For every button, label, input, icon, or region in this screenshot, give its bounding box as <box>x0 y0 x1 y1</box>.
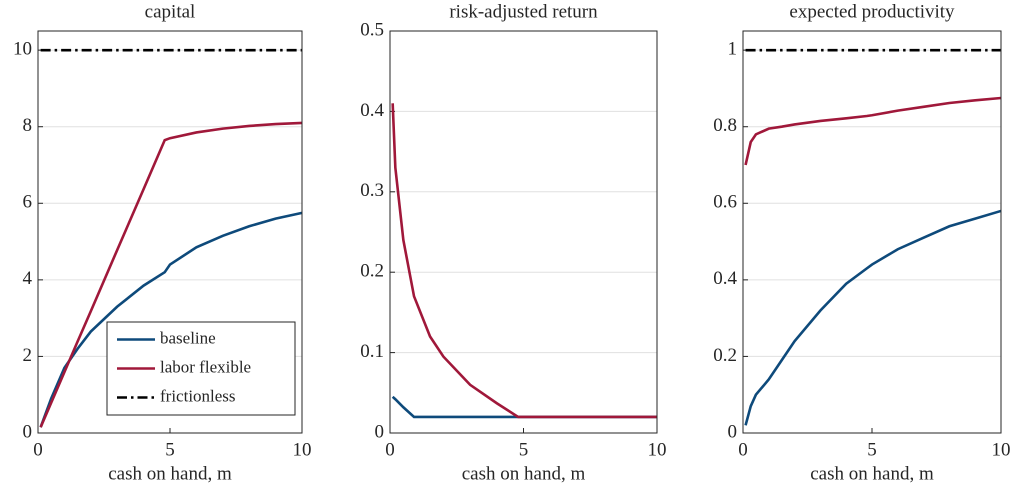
y-tick-label: 2 <box>23 345 33 366</box>
y-tick-label: 8 <box>23 115 33 136</box>
y-tick-label: 4 <box>23 268 33 289</box>
legend-label: frictionless <box>160 386 236 405</box>
chart-title: risk-adjusted return <box>449 1 598 22</box>
x-tick-label: 0 <box>385 439 395 460</box>
series-line <box>39 121 303 428</box>
legend-box <box>106 321 296 416</box>
chart-title: capital <box>145 1 196 22</box>
y-tick-label: 6 <box>23 192 33 213</box>
y-tick-label: 0 <box>375 421 385 442</box>
x-tick-label: 5 <box>519 439 529 460</box>
y-tick-label: 0.8 <box>713 115 737 136</box>
y-tick-label: 0 <box>23 421 33 442</box>
axes-box <box>37 30 303 434</box>
legend-label: baseline <box>160 328 216 347</box>
axes-box <box>742 30 1002 434</box>
y-tick-label: 0 <box>728 421 738 442</box>
y-tick-label: 10 <box>13 39 32 60</box>
chart-title: expected productivity <box>789 1 955 22</box>
axes-box <box>389 30 658 434</box>
series-line <box>744 209 1002 426</box>
x-axis-label: cash on hand, m <box>462 463 586 484</box>
y-tick-label: 0.2 <box>713 345 737 366</box>
series-line <box>391 395 657 419</box>
x-tick-label: 5 <box>165 439 175 460</box>
x-tick-label: 10 <box>992 439 1011 460</box>
y-tick-label: 0.6 <box>713 192 737 213</box>
y-tick-label: 1 <box>728 39 738 60</box>
y-tick-label: 0.2 <box>360 261 384 282</box>
y-tick-label: 0.3 <box>360 180 384 201</box>
x-axis-label: cash on hand, m <box>108 463 232 484</box>
x-tick-label: 5 <box>867 439 877 460</box>
x-tick-label: 10 <box>293 439 312 460</box>
series-line <box>391 103 657 419</box>
y-tick-label: 0.5 <box>360 19 384 40</box>
series-line <box>744 96 1002 166</box>
x-tick-label: 0 <box>738 439 748 460</box>
x-tick-label: 10 <box>648 439 667 460</box>
legend-label: labor flexible <box>160 357 251 376</box>
x-tick-label: 0 <box>33 439 43 460</box>
legend: baseline labor flexible frictionless <box>106 321 296 416</box>
y-tick-label: 0.4 <box>360 100 384 121</box>
x-axis-label: cash on hand, m <box>810 463 934 484</box>
y-tick-label: 0.1 <box>360 341 384 362</box>
y-tick-label: 0.4 <box>713 268 737 289</box>
